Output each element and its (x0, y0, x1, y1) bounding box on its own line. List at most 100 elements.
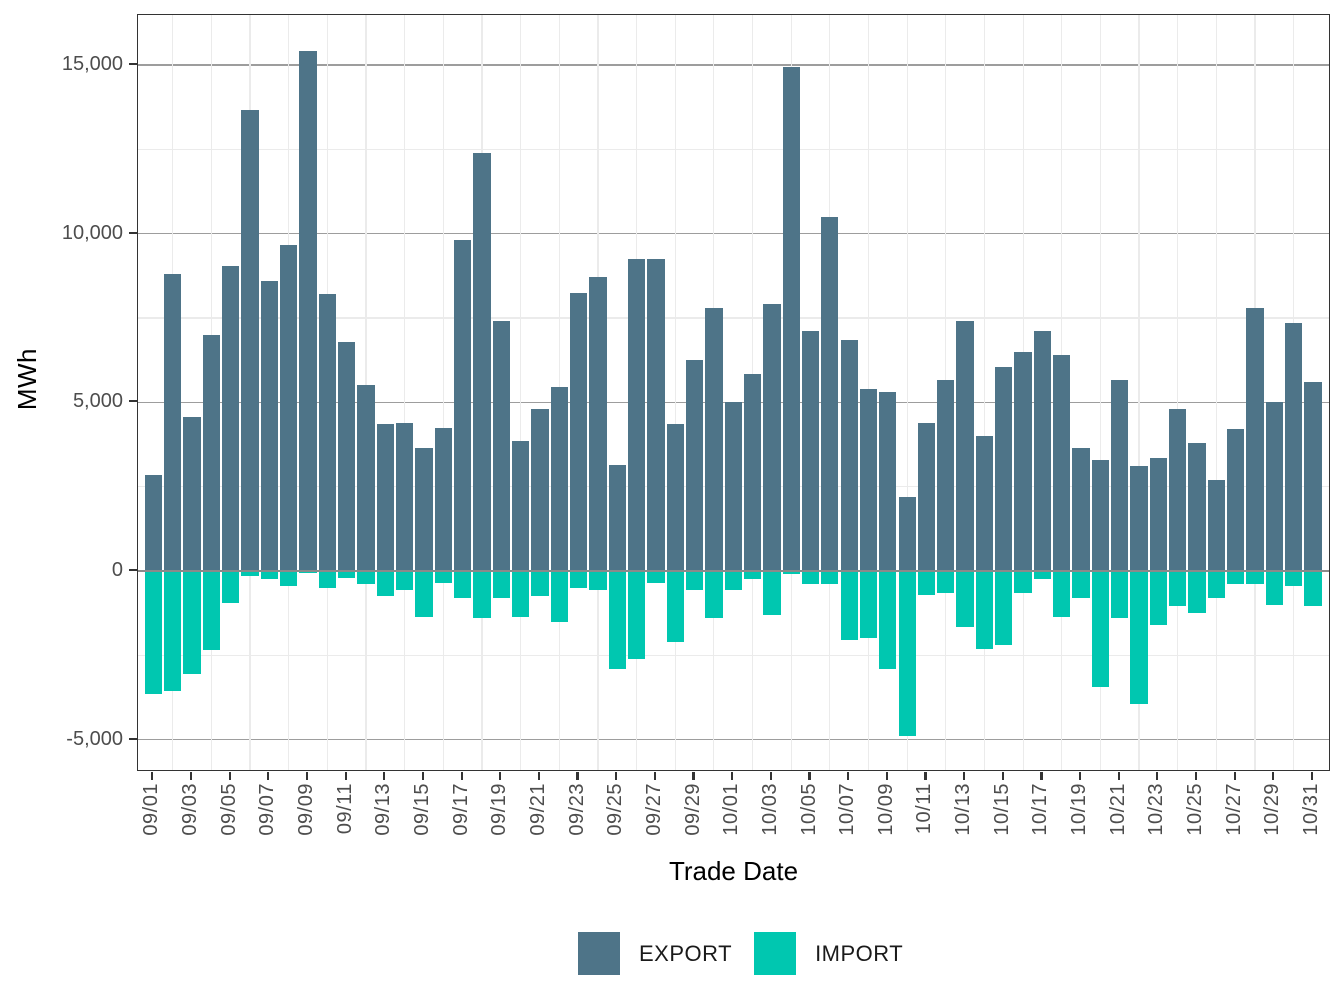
import-bar (589, 571, 607, 590)
x-tick-label: 09/19 (488, 783, 511, 836)
x-tick-label: 09/11 (333, 783, 356, 835)
import-bar (1246, 571, 1264, 585)
export-bar (763, 304, 781, 571)
import-bar (763, 571, 781, 615)
export-bar (1265, 402, 1283, 571)
export-bar (879, 392, 897, 571)
x-tick-label: 09/27 (642, 783, 665, 836)
x-tick-label: 09/23 (565, 783, 588, 836)
export-bar (995, 366, 1013, 571)
export-bar (1091, 459, 1110, 571)
x-tick (731, 772, 734, 780)
export-bar (511, 441, 530, 571)
export-bar (1053, 355, 1071, 571)
export-bar (357, 385, 375, 571)
legend: EXPORT IMPORT (578, 932, 903, 975)
x-tick (1194, 772, 1198, 780)
import-bar (1053, 571, 1071, 617)
import-bar (1207, 571, 1226, 598)
legend-item-import: IMPORT (754, 932, 903, 975)
v-gridline (1215, 15, 1217, 770)
x-tick (963, 772, 966, 780)
export-bar (840, 339, 858, 571)
export-bar (1130, 466, 1148, 571)
y-tick (129, 400, 137, 403)
y-tick (129, 568, 137, 572)
import-bar (202, 571, 221, 651)
export-bar (453, 240, 472, 571)
x-tick (692, 772, 695, 780)
export-bar (531, 409, 549, 571)
x-tick (1117, 772, 1120, 780)
v-gridline (674, 15, 676, 770)
import-bar (1072, 571, 1090, 598)
y-tick-label: 10,000 (61, 221, 123, 244)
export-bar (1207, 479, 1226, 571)
y-tick-label: -5,000 (66, 727, 123, 750)
x-axis-title: Trade Date (668, 856, 799, 886)
export-bar (434, 427, 452, 571)
v-gridline (1138, 15, 1140, 770)
y-tick-label: 0 (111, 559, 123, 581)
export-bar (299, 51, 317, 571)
x-tick (885, 772, 888, 780)
x-tick-label: 09/15 (410, 783, 433, 836)
export-bar (898, 496, 916, 571)
export-legend-swatch (578, 932, 620, 975)
x-tick-label: 10/01 (720, 783, 743, 836)
x-tick (151, 772, 154, 780)
import-bar (879, 571, 897, 669)
import-bar (1111, 571, 1129, 619)
export-bar (724, 402, 742, 571)
import-bar (511, 571, 530, 617)
x-tick (305, 772, 309, 780)
import-bar (1188, 571, 1206, 614)
import-bar (396, 571, 414, 590)
x-tick-label: 09/03 (179, 783, 202, 836)
x-tick (189, 772, 193, 780)
y-tick (129, 231, 137, 234)
export-bar (647, 258, 665, 571)
x-tick (847, 772, 850, 780)
export-bar (685, 360, 704, 571)
x-tick-label: 09/05 (217, 783, 240, 836)
import-bar (144, 571, 163, 695)
x-tick-label: 09/13 (372, 783, 395, 836)
export-bar (627, 258, 646, 571)
x-tick-label: 10/09 (874, 783, 897, 836)
import-bar (376, 571, 394, 597)
export-bar (222, 265, 240, 571)
import-bar (705, 571, 723, 619)
import-bar (550, 571, 568, 622)
x-tick-label: 09/07 (256, 783, 279, 836)
x-tick-label: 09/09 (295, 783, 318, 836)
import-bar (1227, 571, 1245, 585)
export-bar (666, 424, 684, 571)
import-bar (608, 571, 626, 669)
x-tick (576, 772, 579, 780)
export-legend-label: EXPORT (639, 940, 733, 966)
v-gridline (520, 15, 522, 770)
x-tick-label: 09/17 (449, 783, 472, 836)
export-bar (1188, 442, 1206, 571)
export-bar (376, 424, 394, 571)
v-gridline (1177, 15, 1179, 770)
h-gridline-major (138, 64, 1329, 66)
export-bar (937, 380, 955, 571)
import-bar (280, 571, 298, 587)
export-bar (1227, 429, 1245, 571)
x-tick (344, 772, 347, 780)
export-bar (1111, 380, 1129, 571)
import-bar (1285, 571, 1303, 587)
import-bar (222, 571, 240, 604)
export-bar (241, 110, 259, 571)
x-tick-label: 10/19 (1068, 783, 1091, 836)
import-bar (338, 571, 356, 578)
x-tick-label: 09/25 (604, 783, 627, 836)
import-bar (453, 571, 472, 598)
x-tick-label: 10/07 (836, 783, 859, 836)
import-bar (1169, 571, 1187, 607)
x-tick (1233, 772, 1236, 780)
export-bar (164, 274, 182, 571)
